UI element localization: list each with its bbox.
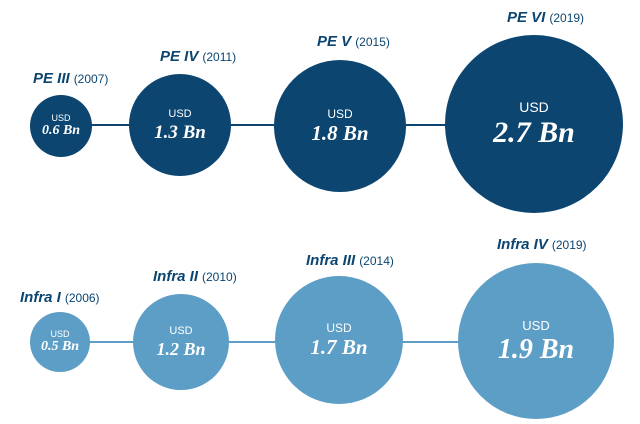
- currency-label: USD: [50, 329, 70, 339]
- fund-amount: 1.3 Bn: [154, 121, 206, 143]
- fund-amount: 1.2 Bn: [156, 339, 206, 359]
- currency-label: USD: [519, 99, 549, 115]
- infra-iii-bubble: USD 1.7 Bn: [275, 276, 403, 404]
- infra-iv-bubble: USD 1.9 Bn: [458, 263, 614, 419]
- pe-vi-bubble: USD 2.7 Bn: [445, 35, 623, 213]
- fund-amount: 0.6 Bn: [41, 123, 81, 138]
- fund-name: PE V: [317, 33, 352, 50]
- pe-vi-label: PE VI (2019): [507, 9, 584, 27]
- pe-v-label: PE V (2015): [317, 33, 390, 51]
- fund-year: (2010): [202, 270, 237, 284]
- fund-year: (2015): [355, 35, 390, 49]
- fund-name: Infra III: [306, 252, 356, 269]
- pe-iii-label: PE III (2007): [33, 70, 108, 88]
- fund-year: (2011): [202, 50, 237, 64]
- fund-year: (2007): [73, 72, 109, 86]
- fund-name: Infra II: [153, 268, 199, 285]
- infra-i-label: Infra I (2006): [20, 289, 100, 307]
- pe-iii-bubble: USD 0.6 Bn: [30, 95, 92, 157]
- fund-amount: 1.8 Bn: [311, 121, 369, 145]
- infra-iii-label: Infra III (2014): [306, 252, 394, 270]
- currency-label: USD: [327, 107, 353, 121]
- fund-amount: 1.7 Bn: [310, 335, 368, 359]
- fund-year: (2019): [551, 238, 587, 252]
- fund-amount: 1.9 Bn: [497, 333, 575, 365]
- fund-amount: 2.7 Bn: [493, 116, 575, 149]
- fund-year: (2006): [64, 291, 100, 305]
- fund-name: PE III: [33, 70, 70, 87]
- pe-iv-label: PE IV (2011): [160, 48, 236, 66]
- fund-name: PE IV: [160, 48, 199, 65]
- infra-ii-bubble: USD 1.2 Bn: [133, 294, 229, 390]
- currency-label: USD: [522, 317, 550, 333]
- currency-label: USD: [51, 113, 71, 123]
- fund-name: PE VI: [507, 9, 546, 26]
- currency-label: USD: [168, 107, 192, 120]
- pe-iv-bubble: USD 1.3 Bn: [129, 74, 231, 176]
- fund-year: (2019): [549, 11, 585, 25]
- infra-ii-label: Infra II (2010): [153, 268, 237, 286]
- currency-label: USD: [326, 321, 352, 335]
- pe-v-bubble: USD 1.8 Bn: [274, 60, 406, 192]
- infra-i-bubble: USD 0.5 Bn: [30, 312, 90, 372]
- currency-label: USD: [169, 325, 193, 337]
- infra-iv-label: Infra IV (2019): [497, 236, 587, 254]
- fund-amount: 0.5 Bn: [40, 339, 80, 354]
- fund-name: Infra I: [20, 289, 61, 306]
- fund-name: Infra IV: [497, 236, 548, 253]
- fund-year: (2014): [359, 254, 394, 268]
